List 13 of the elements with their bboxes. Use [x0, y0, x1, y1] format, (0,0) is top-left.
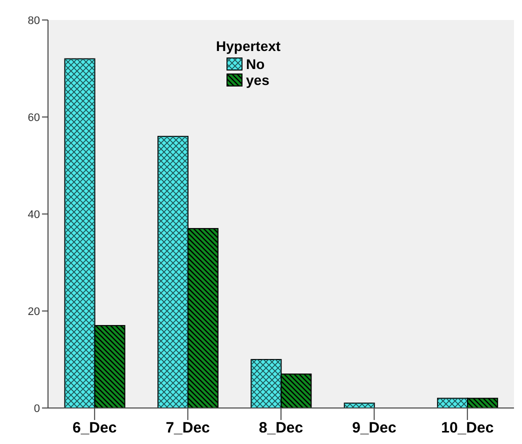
y-tick-label: 80 — [28, 14, 40, 27]
legend-title: Hypertext — [216, 38, 281, 54]
x-tick-label: 7_Dec — [166, 420, 210, 437]
x-tick-label: 9_Dec — [352, 420, 396, 437]
x-tick-label: 10_Dec — [441, 420, 494, 437]
x-tick-label: 6_Dec — [72, 420, 117, 437]
legend-label: No — [246, 56, 265, 72]
legend-label: yes — [246, 72, 270, 88]
y-tick-label: 40 — [28, 208, 40, 221]
y-tick-label: 60 — [28, 112, 40, 124]
y-tick-label: 0 — [34, 402, 40, 415]
x-tick-label: 8_Dec — [258, 420, 304, 437]
y-tick-label: 20 — [28, 306, 40, 318]
